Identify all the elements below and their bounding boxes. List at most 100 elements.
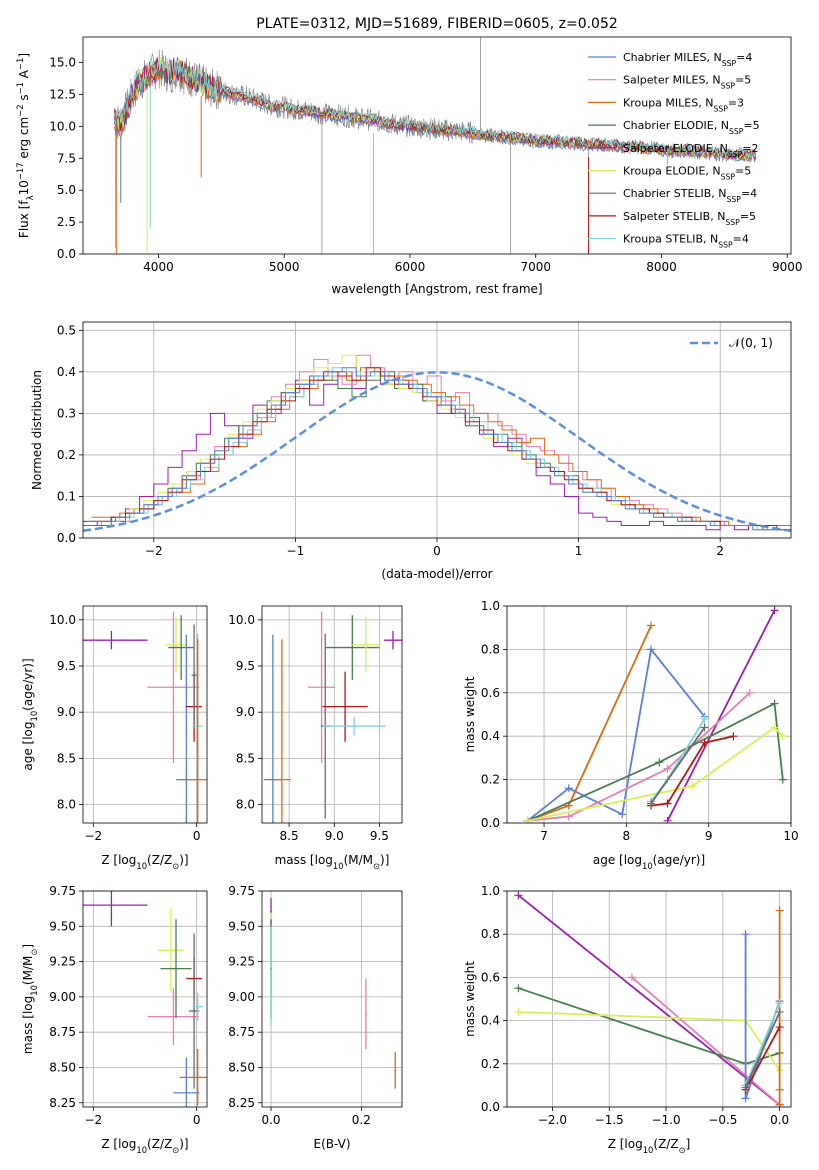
x-axis-label: wavelength [Angstrom, rest frame] <box>331 282 542 296</box>
weight-series <box>527 726 784 822</box>
weight-marker <box>775 1100 784 1107</box>
y-tick-label: 0.0 <box>57 247 76 261</box>
histogram-series <box>83 367 791 531</box>
errorbar-point <box>192 992 203 1021</box>
axes-frame <box>506 890 792 1108</box>
y-axis-label: mass weight <box>463 961 477 1037</box>
panel-residuals: −2 −1 0 1 2 0.0 0.1 0.2 0.3 0.4 0.5 (data-model)/er… <box>30 321 792 581</box>
panel-mass-vs-Z: −2 0 8.25 8.50 8.75 9.00 9.25 9.50 9.75 Z [log10(… <box>21 884 208 1155</box>
x-tick-label: −0.5 <box>708 1113 737 1127</box>
weight-marker <box>647 621 656 630</box>
panel-spectrum: 4000 5000 6000 7000 8000 9000 0.0 2.5 5.0 7.5 10.0… <box>15 16 803 296</box>
y-tick-label: 8.5 <box>236 751 255 765</box>
weight-series <box>631 976 781 1106</box>
weight-marker <box>778 732 787 741</box>
y-tick-label: 0.6 <box>481 970 500 984</box>
y-tick-label: 8.0 <box>57 798 76 812</box>
histogram-series <box>91 367 791 526</box>
y-tick-label: 8.75 <box>228 1025 255 1039</box>
histogram-series <box>87 367 791 531</box>
x-tick-label: −2 <box>84 1113 102 1127</box>
weight-series <box>527 647 706 822</box>
y-tick-label: 5.0 <box>57 183 76 197</box>
weight-marker <box>775 1023 784 1032</box>
errorbar-point <box>160 919 192 1019</box>
errorbar-point <box>352 617 380 673</box>
weight-marker <box>688 782 697 791</box>
weight-marker <box>700 738 709 747</box>
y-tick-label: 10.0 <box>49 613 76 627</box>
weight-marker <box>775 1085 784 1094</box>
y-tick-label: 9.00 <box>49 990 76 1004</box>
legend-label: Kroupa ELODIE, NSSP=5 <box>623 165 751 182</box>
errorbar-point <box>270 926 272 1026</box>
plot-area <box>523 606 787 823</box>
y-axis-label: age [log10(age/yr)] <box>21 658 39 770</box>
plot-area <box>270 898 397 1089</box>
x-axis-label: mass [log10(M/M⊙)] <box>275 853 390 871</box>
x-tick-label: 0 <box>433 544 441 558</box>
y-tick-label: 0.1 <box>57 489 76 503</box>
errorbar-point <box>83 891 148 927</box>
y-tick-label: 15.0 <box>49 56 76 70</box>
x-tick-label: 1 <box>575 544 583 558</box>
plot-area <box>83 891 207 1107</box>
y-tick-label: 1.0 <box>481 599 500 613</box>
y-axis-label: Normed distribution <box>30 370 44 490</box>
x-axis-label: age [log10(age/yr)] <box>593 853 705 871</box>
x-tick-label: −1 <box>287 544 305 558</box>
legend-label: Salpeter STELIB, NSSP=5 <box>623 210 756 227</box>
legend-label: Salpeter MILES, NSSP=5 <box>623 74 751 91</box>
y-tick-label: 0.3 <box>57 406 76 420</box>
y-tick-label: 0.2 <box>57 448 76 462</box>
weight-marker <box>770 606 779 615</box>
x-tick-label: 8000 <box>646 260 677 274</box>
errorbar-point <box>147 988 200 1045</box>
x-tick-label: 9000 <box>772 260 803 274</box>
y-tick-label: 0.8 <box>481 642 500 656</box>
weight-series <box>527 692 751 822</box>
legend-label: Chabrier ELODIE, NSSP=5 <box>623 119 760 136</box>
axes-frame <box>82 36 792 255</box>
y-tick-label: 0.4 <box>481 1014 500 1028</box>
x-tick-label: 0 <box>193 829 201 843</box>
errorbar-point <box>179 639 207 823</box>
plot-area <box>263 611 402 823</box>
weight-series <box>527 702 784 822</box>
weight-marker <box>647 645 656 654</box>
errorbar-point <box>173 1057 200 1107</box>
errorbar-point <box>191 624 197 727</box>
y-tick-label: 8.5 <box>57 751 76 765</box>
y-tick-label: 2.5 <box>57 215 76 229</box>
legend-label: Kroupa MILES, NSSP=3 <box>623 96 744 113</box>
y-tick-label: 9.50 <box>49 919 76 933</box>
model-spectrum <box>114 57 757 158</box>
y-tick-label: 8.25 <box>49 1096 76 1110</box>
weight-marker <box>745 688 754 697</box>
plot-area <box>83 354 791 532</box>
weight-marker <box>775 1007 784 1016</box>
weight-marker <box>627 973 636 982</box>
panel-mass-vs-ebv: 0.0 0.2 8.25 8.50 8.75 9.00 9.25 9.50 9.75 E(B-V) <box>228 884 403 1151</box>
panel-age-vs-mass: 8.5 9.0 9.5 8.0 8.5 9.0 9.5 10.0 mass [log10(M/M… <box>228 605 403 871</box>
weight-marker <box>647 799 656 808</box>
axes-frame <box>82 605 208 824</box>
y-tick-label: 7.5 <box>57 151 76 165</box>
x-tick-label: 5000 <box>269 260 300 274</box>
x-axis-label: Z [log10(Z/Z⊙] <box>608 1137 691 1155</box>
y-tick-label: 10.0 <box>49 119 76 133</box>
x-tick-label: −1.5 <box>595 1113 624 1127</box>
weight-series <box>744 1002 781 1086</box>
weight-marker <box>775 906 784 915</box>
weight-marker <box>514 891 523 900</box>
x-tick-label: −1.0 <box>651 1113 680 1127</box>
weight-marker <box>770 723 779 732</box>
y-tick-label: 8.25 <box>228 1096 255 1110</box>
weight-series <box>527 625 652 822</box>
plot-area <box>83 611 207 823</box>
x-axis-label: E(B-V) <box>313 1137 350 1151</box>
y-tick-label: 10.0 <box>228 613 255 627</box>
errorbar-point <box>168 615 195 680</box>
panel-weight-vs-age: 7 8 9 10 0.0 0.2 0.4 0.6 0.8 1.0 age [log10(age/yr… <box>463 599 799 871</box>
x-tick-label: 7 <box>540 829 548 843</box>
